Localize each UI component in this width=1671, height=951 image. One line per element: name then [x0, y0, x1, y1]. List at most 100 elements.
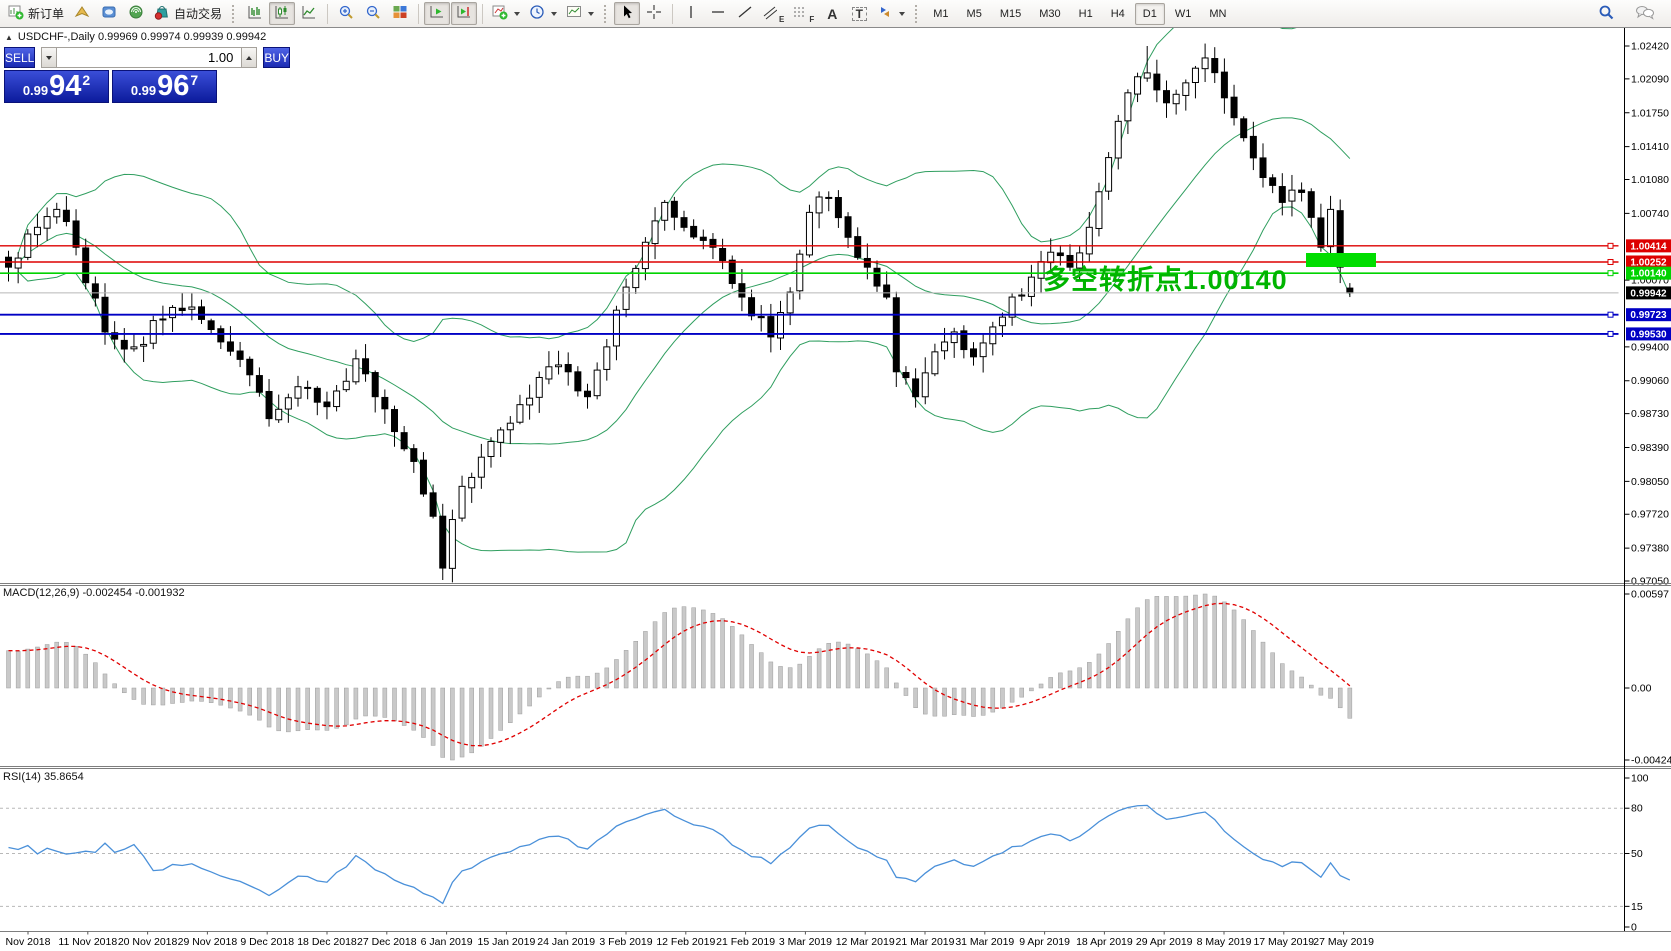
arrow-down-icon [46, 55, 53, 60]
line-handle[interactable] [1607, 270, 1614, 277]
zoom-in-button[interactable] [333, 2, 359, 25]
macd-histogram-bar [1289, 670, 1295, 689]
toolbar-grip [604, 4, 608, 23]
timeframe-button-mn[interactable]: MN [1201, 3, 1234, 25]
line-handle[interactable] [1607, 242, 1614, 249]
candle-body [1163, 90, 1170, 104]
macd-histogram-bar [459, 687, 465, 758]
candle-body [670, 200, 678, 218]
line-chart-mode-button[interactable] [296, 2, 322, 25]
arrows-tool-button[interactable] [873, 2, 909, 25]
macd-histogram-bar [1337, 687, 1343, 709]
candle-body [998, 316, 1006, 327]
line-handle[interactable] [1607, 311, 1614, 318]
templates-dropdown-button[interactable] [562, 2, 598, 25]
buy-price-display[interactable]: 0.99 96 7 [112, 70, 217, 103]
tile-windows-button[interactable] [387, 2, 413, 25]
macd-histogram-bar [585, 675, 590, 689]
market-button[interactable] [96, 2, 122, 25]
auto-scroll-button[interactable] [424, 2, 451, 25]
new-order-button[interactable]: 新订单 [4, 2, 68, 25]
candle-body [149, 320, 157, 344]
macd-histogram-bar [1241, 619, 1246, 689]
macd-histogram-bar [913, 687, 918, 708]
fibonacci-tool-button[interactable]: F [789, 2, 818, 25]
highlight-rect[interactable] [1306, 253, 1376, 267]
price-tag-label: 1.00414 [1630, 241, 1667, 252]
timeframe-button-d1[interactable]: D1 [1134, 2, 1165, 25]
metaeditor-button[interactable] [69, 2, 95, 25]
timeframe-button-w1[interactable]: W1 [1167, 3, 1200, 25]
crosshair-icon [646, 4, 662, 23]
macd-histogram-bar [903, 687, 909, 696]
zoom-out-button[interactable] [360, 2, 386, 25]
sell-button[interactable]: SELL [4, 47, 36, 68]
macd-histogram-bar [450, 687, 455, 761]
text-label-tool-button[interactable]: T [846, 2, 872, 25]
price-tag-label: 0.99530 [1630, 329, 1667, 340]
macd-histogram-bar [1299, 676, 1304, 689]
candle-body [989, 326, 997, 345]
macd-histogram-bar [1135, 607, 1140, 689]
timeframe-button-h1[interactable]: H1 [1071, 3, 1101, 25]
periods-dropdown-button[interactable] [525, 2, 561, 25]
candle-body [1182, 82, 1190, 96]
equidistant-channel-tool-button[interactable]: E [759, 2, 788, 25]
pivot-annotation-text[interactable]: 多空转折点1.00140 [1043, 265, 1288, 295]
volume-decrease-button[interactable] [41, 47, 58, 68]
volume-increase-button[interactable] [241, 47, 258, 68]
macd-histogram-bar [363, 687, 368, 717]
line-handle[interactable] [1607, 258, 1614, 265]
timeframe-button-m15[interactable]: M15 [992, 3, 1029, 25]
candle-body [574, 371, 582, 392]
candle-body [805, 211, 813, 256]
macd-histogram-bar [797, 663, 803, 689]
signals-button[interactable] [123, 2, 149, 25]
timeframe-button-h4[interactable]: H4 [1103, 3, 1133, 25]
candle-body [883, 284, 891, 298]
autotrading-button[interactable]: 自动交易 [150, 2, 226, 25]
chart-shift-button[interactable] [451, 2, 478, 25]
timeframe-button-m5[interactable]: M5 [959, 3, 990, 25]
macd-histogram-bar [556, 681, 561, 689]
cursor-tool-button[interactable] [614, 2, 641, 25]
candle-body [33, 226, 41, 236]
sell-price-display[interactable]: 0.99 94 2 [4, 70, 109, 103]
macd-histogram-bar [141, 687, 146, 705]
candle-body [815, 196, 823, 214]
candle-body [979, 342, 987, 358]
buy-button[interactable]: BUY [263, 47, 291, 68]
timeframe-button-m30[interactable]: M30 [1031, 3, 1068, 25]
macd-histogram-bar [1096, 653, 1102, 689]
horizontal-line-tool-button[interactable] [705, 2, 731, 25]
candle-body [1269, 177, 1277, 186]
date-label: Nov 2018 [6, 936, 51, 948]
macd-histogram-bar [1029, 687, 1034, 692]
timeframe-button-m1[interactable]: M1 [925, 3, 956, 25]
candlestick-mode-button[interactable] [269, 2, 296, 25]
crosshair-tool-button[interactable] [641, 2, 667, 25]
candle-body [1124, 92, 1132, 122]
text-tool-button[interactable]: A [819, 2, 845, 25]
candle-body [1134, 76, 1142, 95]
chat-button[interactable] [1631, 2, 1659, 25]
macd-histogram-bar [701, 609, 706, 689]
collapse-icon[interactable]: ▲ [5, 32, 13, 42]
candle-body [72, 220, 80, 248]
bar-chart-mode-button[interactable] [242, 2, 268, 25]
date-label: 21 Feb 2019 [716, 936, 775, 948]
volume-input[interactable] [57, 47, 242, 68]
candle-body [169, 306, 177, 319]
search-button[interactable] [1593, 2, 1619, 25]
candle-body [1201, 57, 1209, 70]
indicators-dropdown-button[interactable] [488, 2, 524, 25]
signals-icon [128, 4, 144, 23]
trendline-tool-button[interactable] [732, 2, 758, 25]
candle-body [1327, 208, 1335, 248]
macd-histogram-bar [845, 643, 851, 689]
date-label: 31 Mar 2019 [955, 936, 1014, 948]
line-handle[interactable] [1607, 330, 1614, 337]
vertical-line-tool-button[interactable] [678, 2, 704, 25]
candle-body [902, 371, 910, 379]
